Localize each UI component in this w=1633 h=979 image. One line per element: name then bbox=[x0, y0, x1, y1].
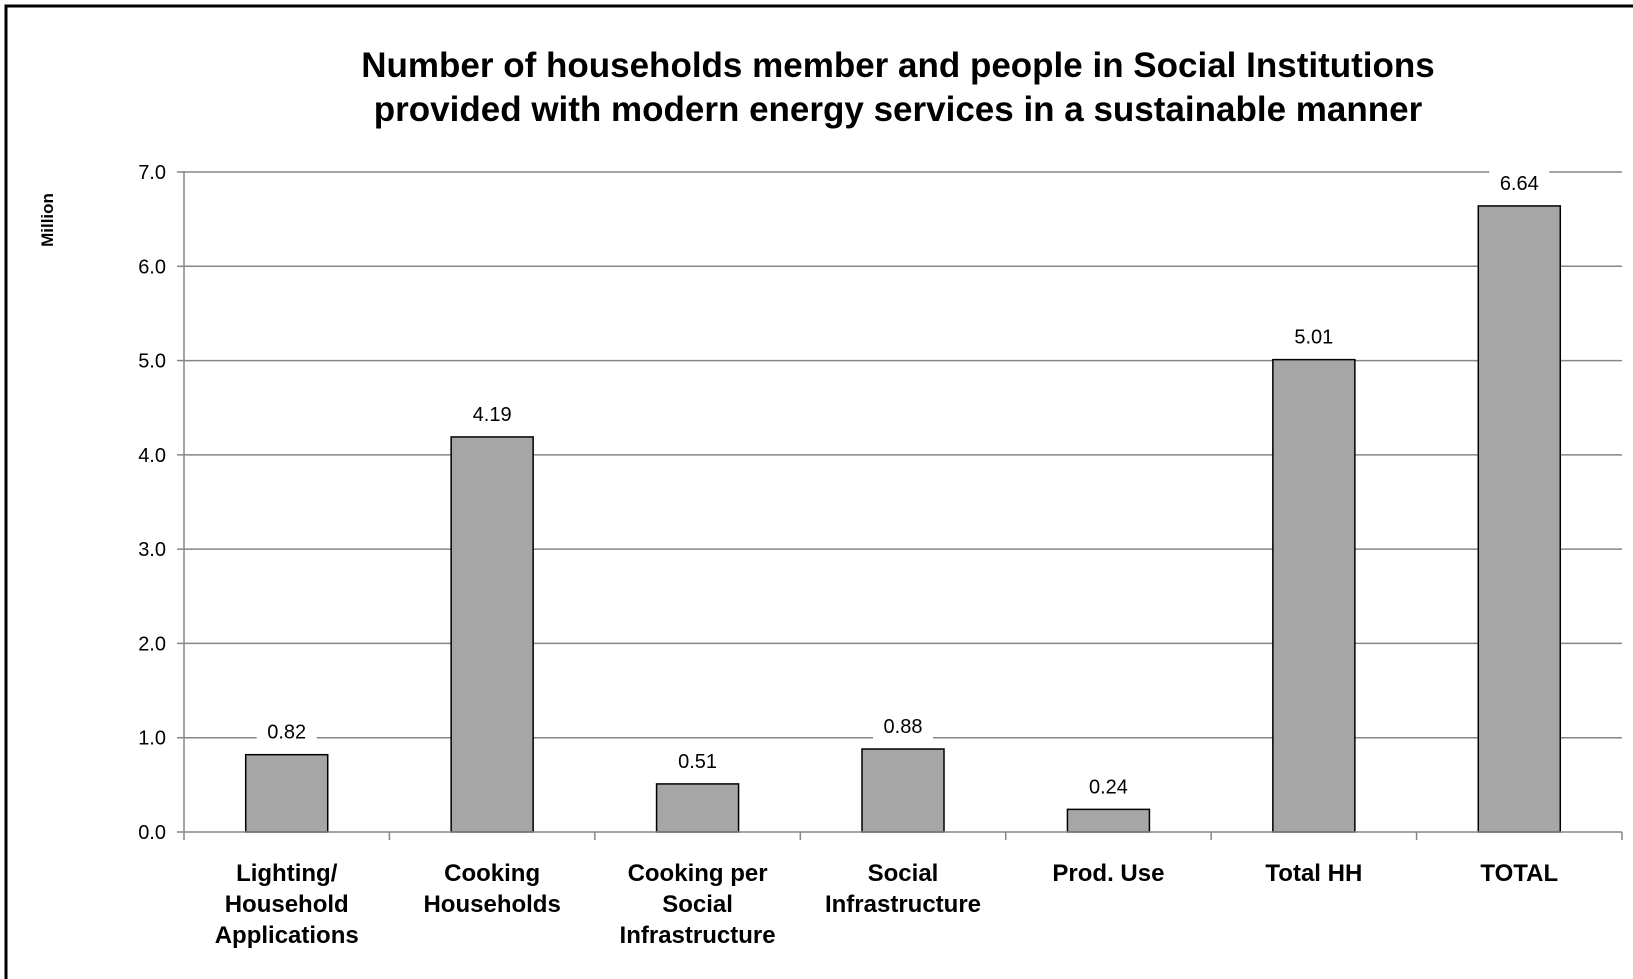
chart-title-line: Number of households member and people i… bbox=[361, 46, 1434, 85]
data-labels: 0.82 4.19 0.51 0.88 0.24 5.01 6.64 bbox=[267, 173, 1539, 798]
y-axis-title: Million bbox=[38, 193, 57, 247]
x-tick-label: Households bbox=[423, 891, 560, 918]
y-tick-label: 2.0 bbox=[138, 633, 166, 655]
data-label-background bbox=[1489, 169, 1550, 196]
x-tick-label: TOTAL bbox=[1480, 860, 1558, 887]
bar bbox=[1066, 808, 1151, 833]
data-label: 6.64 bbox=[1500, 173, 1539, 195]
x-tick-label: Applications bbox=[215, 922, 359, 949]
gridlines bbox=[184, 171, 1622, 739]
x-tick-label: Cooking per bbox=[628, 860, 768, 887]
x-tick-label: Social bbox=[662, 891, 733, 918]
data-label-background bbox=[873, 713, 933, 740]
y-tick-labels: 0.0 1.0 2.0 3.0 4.0 5.0 6.0 7.0 bbox=[138, 162, 166, 844]
data-label-background bbox=[1078, 773, 1139, 800]
bar bbox=[450, 436, 534, 833]
data-label: 5.01 bbox=[1294, 327, 1333, 349]
data-label: 0.88 bbox=[884, 716, 923, 738]
data-label-background bbox=[667, 747, 728, 774]
data-label-background bbox=[462, 400, 523, 427]
bar bbox=[655, 783, 740, 833]
x-tick-label: Lighting/ bbox=[236, 860, 338, 887]
data-label: 0.82 bbox=[267, 722, 306, 744]
data-label-background bbox=[1283, 323, 1344, 350]
data-label: 0.24 bbox=[1089, 776, 1128, 798]
x-tick-label: Infrastructure bbox=[620, 922, 776, 949]
x-tick-label: Social bbox=[868, 860, 939, 887]
y-tick-label: 6.0 bbox=[138, 256, 166, 278]
x-tick-label: Prod. Use bbox=[1052, 860, 1164, 887]
data-label-background bbox=[256, 718, 317, 745]
data-label: 4.19 bbox=[473, 404, 512, 426]
x-tick-labels: Lighting/Household Applications Cooking Hou… bbox=[215, 860, 1558, 949]
chart-frame-border bbox=[4, 4, 1633, 979]
y-tick-label: 4.0 bbox=[138, 445, 166, 467]
y-axis-label: Million bbox=[38, 193, 57, 247]
y-tick-label: 1.0 bbox=[138, 728, 166, 750]
y-tick-label: 3.0 bbox=[138, 539, 166, 561]
chart-title: Number of households member and people i… bbox=[361, 46, 1434, 129]
y-tick-label: 5.0 bbox=[138, 351, 166, 373]
bar bbox=[1272, 358, 1356, 833]
y-tick-label: 7.0 bbox=[138, 162, 166, 184]
x-tick-label: Cooking bbox=[444, 860, 540, 887]
bar bbox=[244, 753, 329, 833]
bars bbox=[244, 169, 1562, 833]
axes bbox=[177, 171, 1623, 840]
x-tick-label: Infrastructure bbox=[825, 891, 981, 918]
bar bbox=[861, 748, 945, 833]
chart-title-line: provided with modern energy services in … bbox=[374, 90, 1423, 129]
x-tick-label: Total HH bbox=[1265, 860, 1362, 887]
bar bbox=[1477, 205, 1562, 833]
y-tick-label: 0.0 bbox=[138, 822, 166, 844]
x-tick-label: Household bbox=[225, 891, 349, 918]
data-label: 0.51 bbox=[678, 751, 717, 773]
